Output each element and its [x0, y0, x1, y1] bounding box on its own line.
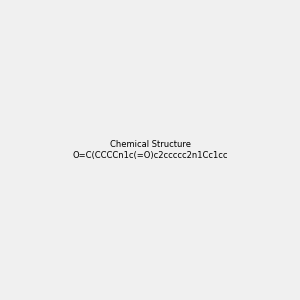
- Text: Chemical Structure
O=C(CCCCn1c(=O)c2ccccc2n1Cc1cc: Chemical Structure O=C(CCCCn1c(=O)c2cccc…: [72, 140, 228, 160]
